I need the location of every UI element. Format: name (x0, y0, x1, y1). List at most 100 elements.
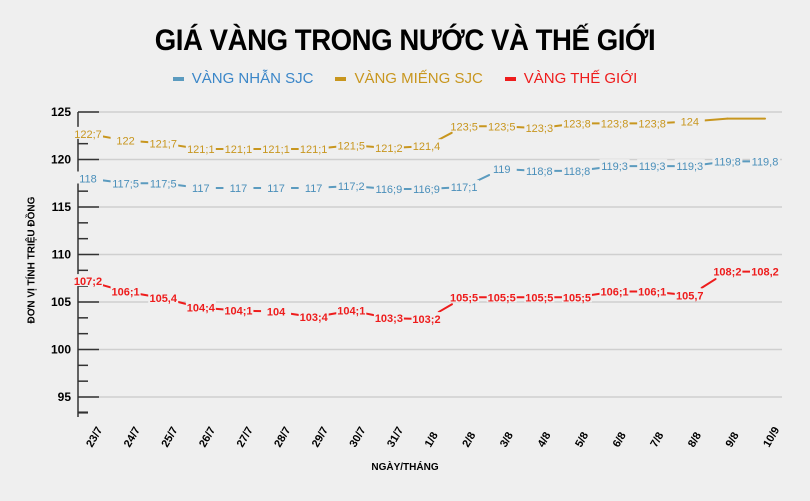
label-bg (524, 290, 555, 303)
label-bg (750, 264, 780, 277)
x-tick-label: 10/9 (761, 425, 782, 450)
label-bg (261, 304, 292, 317)
series-line (437, 131, 453, 141)
data-label: 103;3 (375, 313, 403, 325)
data-label: 121;1 (225, 144, 253, 156)
label-bg (674, 114, 705, 127)
series-line (100, 179, 113, 183)
label-bg (599, 159, 630, 172)
label-bg (298, 142, 329, 155)
y-tick-label: 115 (52, 200, 72, 214)
label-bg (449, 290, 480, 303)
label-bg (185, 181, 216, 193)
data-label: 121;1 (262, 144, 290, 156)
data-label: 122;7 (74, 129, 102, 141)
series-line (364, 186, 376, 189)
data-label: 118 (79, 174, 97, 186)
legend-item-vang-nhan-sjc: VÀNG NHẪN SJC (172, 70, 314, 87)
data-label: 123;8 (601, 118, 629, 130)
label-bg (524, 163, 555, 176)
label-bg (750, 154, 780, 167)
label-bg (373, 181, 404, 194)
data-label: 117;1 (451, 182, 478, 194)
label-bg (185, 142, 216, 155)
x-tick-label: 31/7 (385, 425, 406, 450)
label-bg (599, 284, 630, 297)
data-label: 117 (305, 183, 323, 195)
series-1: 122;7 122 121;7 121;1 121;1 121;1 121;1 121;5 12… (73, 114, 766, 156)
series-line (589, 292, 602, 297)
label-bg (561, 116, 592, 129)
label-bg (411, 181, 442, 194)
data-label: 124 (681, 117, 699, 129)
data-label: 123;8 (563, 118, 591, 130)
x-tick-label: 5/8 (573, 430, 591, 449)
series-0: 118 117;5 117;5 117 117 117 117 117;2 116;9 116;9… (73, 154, 780, 196)
series-line (288, 312, 301, 317)
data-label: 116;9 (413, 184, 440, 196)
label-bg (336, 179, 367, 192)
x-tick-label: 3/8 (498, 430, 516, 449)
series-line (589, 166, 602, 171)
x-tick-label: 25/7 (159, 425, 180, 450)
y-tick-label: 110 (52, 248, 72, 262)
x-tick-label: 28/7 (272, 425, 293, 450)
data-label: 117 (230, 183, 248, 195)
data-label: 119;8 (714, 156, 741, 168)
series-line (175, 300, 189, 306)
series-line (700, 278, 717, 289)
series-line (100, 135, 113, 140)
label-bg (298, 310, 329, 323)
label-bg (599, 116, 630, 129)
legend-label: VÀNG MIẾNG SJC (354, 70, 483, 87)
label-bg (336, 138, 367, 151)
label-bg (411, 312, 442, 325)
series-2: 107;2 106;1 105,4 104;4 104;1 104 103;4 104;1 10… (73, 264, 780, 326)
data-label: 121;1 (300, 144, 328, 156)
x-tick-label: 24/7 (122, 425, 143, 450)
y-tick-label: 95 (58, 390, 72, 404)
series-line (437, 303, 454, 314)
data-label: 108;2 (713, 267, 741, 279)
x-tick-label: 7/8 (648, 430, 666, 449)
series-line (326, 311, 339, 316)
data-label: 116;9 (376, 184, 403, 196)
chart-legend: VÀNG NHẪN SJC VÀNG MIẾNG SJC VÀNG THẾ GI… (0, 70, 810, 87)
x-tick-label: 23/7 (84, 425, 105, 450)
legend-swatch-red (504, 76, 516, 81)
label-bg (261, 181, 292, 193)
x-tick-label: 8/8 (686, 430, 704, 449)
label-bg (449, 180, 480, 193)
data-label: 119;3 (676, 161, 703, 173)
series-line (138, 140, 151, 144)
legend-item-vang-mieng-sjc: VÀNG MIẾNG SJC (335, 70, 483, 87)
data-label: 105;5 (450, 292, 478, 304)
data-label: 119;3 (639, 161, 666, 173)
series-line (138, 292, 151, 297)
y-tick-label: 120 (51, 153, 71, 167)
data-label: 105,4 (149, 293, 177, 305)
label-bg (223, 142, 254, 155)
label-bg (373, 311, 404, 324)
label-bg (637, 116, 668, 129)
series-line (176, 144, 188, 148)
legend-label: VÀNG NHẪN SJC (191, 70, 314, 87)
label-bg (373, 141, 404, 154)
series-line (213, 307, 226, 311)
label-bg (411, 139, 442, 152)
label-bg (73, 274, 103, 287)
label-bg (223, 181, 254, 193)
legend-label: VÀNG THẾ GIỚI (523, 70, 638, 87)
series-line (552, 124, 565, 128)
data-label: 105;5 (525, 292, 553, 304)
label-bg (261, 142, 292, 155)
y-tick-label: 100 (51, 343, 71, 357)
data-label: 123;5 (488, 121, 516, 133)
label-bg (561, 290, 592, 303)
label-bg (298, 181, 329, 193)
legend-swatch-blue (172, 76, 184, 81)
x-tick-label: 9/8 (724, 430, 742, 449)
label-bg (73, 171, 103, 184)
data-label: 105;5 (488, 292, 516, 304)
